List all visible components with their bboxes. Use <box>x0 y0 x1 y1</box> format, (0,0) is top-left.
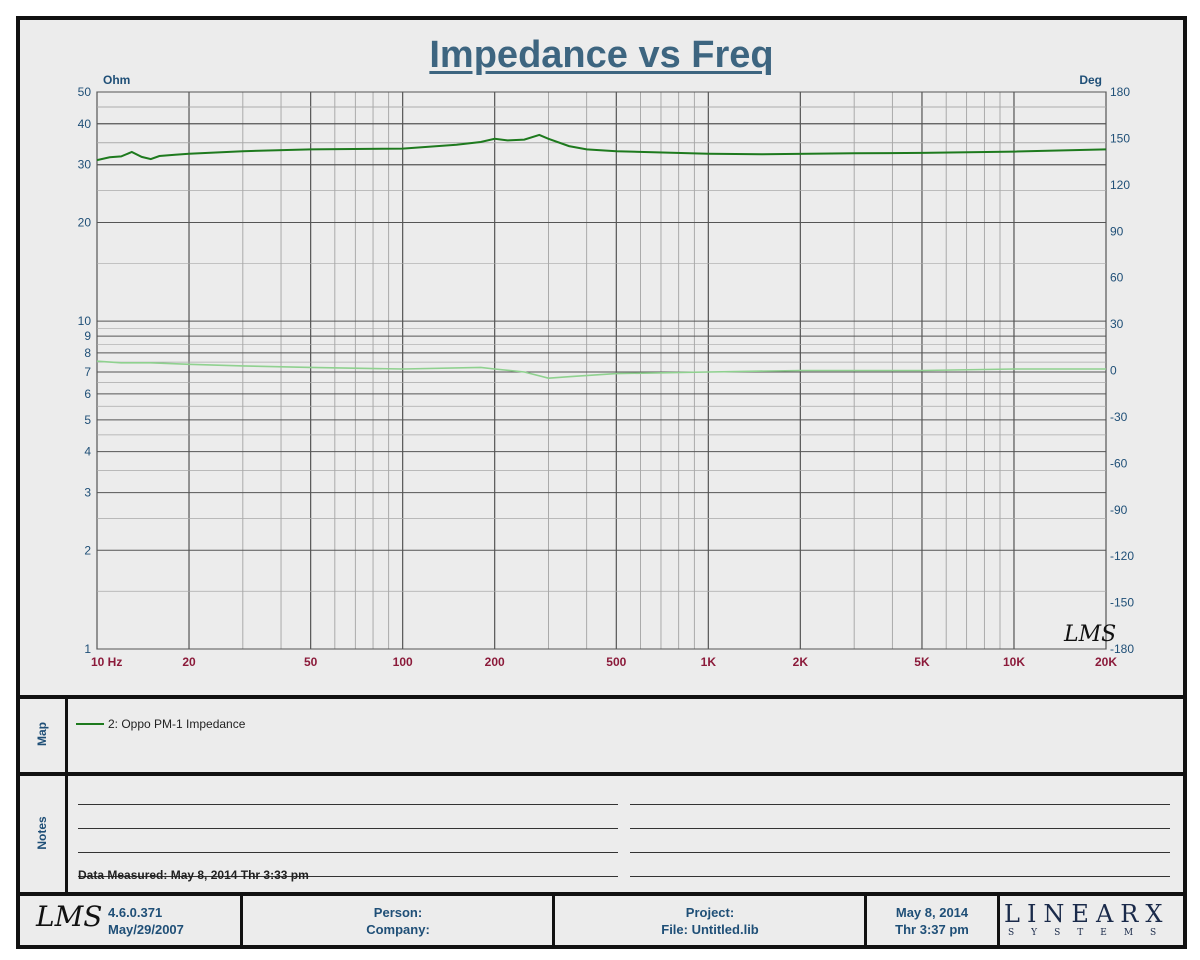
y-right-tick-label: 60 <box>1110 271 1124 285</box>
version-date: May/29/2007 <box>108 922 184 937</box>
note-line <box>630 804 1170 805</box>
y-left-tick-label: 1 <box>84 642 91 656</box>
y-left-tick-label: 3 <box>84 486 91 500</box>
project-label: Project: <box>685 905 735 920</box>
legend: 2: Oppo PM-1 Impedance <box>76 717 245 731</box>
x-tick-label: 100 <box>393 655 413 669</box>
person-company: Person: Company: <box>244 904 552 938</box>
y-right-tick-label: -180 <box>1110 642 1134 656</box>
y-right-tick-label: 90 <box>1110 224 1124 238</box>
y-left-tick-label: 5 <box>84 413 91 427</box>
note-line <box>630 876 1170 877</box>
y-left-tick-label: 20 <box>78 215 92 229</box>
x-tick-label: 20 <box>182 655 196 669</box>
y-right-tick-label: -60 <box>1110 456 1128 470</box>
x-tick-label: 5K <box>914 655 930 669</box>
footer-divider <box>552 896 555 945</box>
file-label: File: Untitled.lib <box>661 922 759 937</box>
linearx-logo: LINEARX <box>1004 900 1170 928</box>
y-right-tick-label: -120 <box>1110 549 1134 563</box>
notes-label: Notes <box>35 816 49 850</box>
note-line <box>78 804 618 805</box>
y-right-tick-label: 150 <box>1110 131 1130 145</box>
y-right-tick-label: -90 <box>1110 503 1128 517</box>
y-right-tick-label: 0 <box>1110 364 1117 378</box>
data-measured: Data Measured: May 8, 2014 Thr 3:33 pm <box>78 868 309 882</box>
map-label: Map <box>35 722 49 746</box>
version-info: 4.6.0.371 May/29/2007 <box>108 904 184 938</box>
side-divider <box>65 699 68 892</box>
y-right-tick-label: 180 <box>1110 85 1130 99</box>
series-line <box>96 360 1106 380</box>
y-left-tick-label: 50 <box>78 85 92 99</box>
y-right-unit: Deg <box>1079 73 1102 87</box>
timestamp: May 8, 2014 Thr 3:37 pm <box>868 904 996 938</box>
y-right-tick-label: -150 <box>1110 596 1134 610</box>
x-tick-label: 200 <box>485 655 505 669</box>
lms-watermark: LMS <box>1063 622 1116 647</box>
note-line <box>78 828 618 829</box>
legend-entry: 2: Oppo PM-1 Impedance <box>108 717 246 731</box>
note-line <box>78 852 618 853</box>
x-tick-label: 2K <box>793 655 809 669</box>
y-left-tick-label: 6 <box>84 387 91 401</box>
plot-area: 1 2 3 4 5 6 7 8 910 20 30 40 50 -180 -150 -120 -90 -60 -30… <box>78 73 1135 669</box>
y-left-tick-label: 30 <box>78 158 92 172</box>
lms-logo: LMS <box>36 900 103 933</box>
divider-notes <box>20 772 1183 776</box>
y-left-tick-label: 8 <box>84 346 91 360</box>
x-tick-label: 10 Hz <box>91 655 122 669</box>
footer-time: Thr 3:37 pm <box>895 922 969 937</box>
footer-divider <box>864 896 867 945</box>
footer-divider <box>997 896 1000 945</box>
x-tick-label: 500 <box>606 655 626 669</box>
y-left-unit: Ohm <box>103 73 130 87</box>
footer-divider <box>240 896 243 945</box>
project-info: Project: File: Untitled.lib <box>556 904 864 938</box>
company-label: Company: <box>366 922 430 937</box>
version: 4.6.0.371 <box>108 905 163 920</box>
divider-footer <box>20 892 1183 896</box>
series-line <box>96 133 1107 162</box>
y-left-tick-label: 10 <box>78 314 92 328</box>
y-left-tick-label: 2 <box>84 543 91 557</box>
chart-title: Impedance vs Freq <box>429 34 774 76</box>
y-left-tick-label: 7 <box>84 365 91 379</box>
x-tick-label: 20K <box>1095 655 1117 669</box>
chart-frame: Impedance vs Freq 1 2 3 4 5 6 7 8 9 10 20 30 40 50 -18… <box>16 16 1187 949</box>
note-line <box>78 876 618 877</box>
y-left-tick-label: 40 <box>78 117 92 131</box>
y-right-tick-label: 30 <box>1110 317 1124 331</box>
divider-map <box>20 695 1183 699</box>
y-left-tick-label: 4 <box>84 445 91 459</box>
x-tick-label: 1K <box>701 655 717 669</box>
x-tick-label: 10K <box>1003 655 1025 669</box>
y-right-tick-label: 120 <box>1110 178 1130 192</box>
person-label: Person: <box>373 905 423 920</box>
x-tick-label: 50 <box>304 655 318 669</box>
note-line <box>630 828 1170 829</box>
footer-date: May 8, 2014 <box>895 905 969 920</box>
linearx-subtitle: SYSTEMS <box>1008 928 1174 938</box>
note-line <box>630 852 1170 853</box>
legend-swatch <box>76 723 104 725</box>
y-right-tick-label: -30 <box>1110 410 1128 424</box>
y-left-tick-label: 9 <box>84 329 91 343</box>
